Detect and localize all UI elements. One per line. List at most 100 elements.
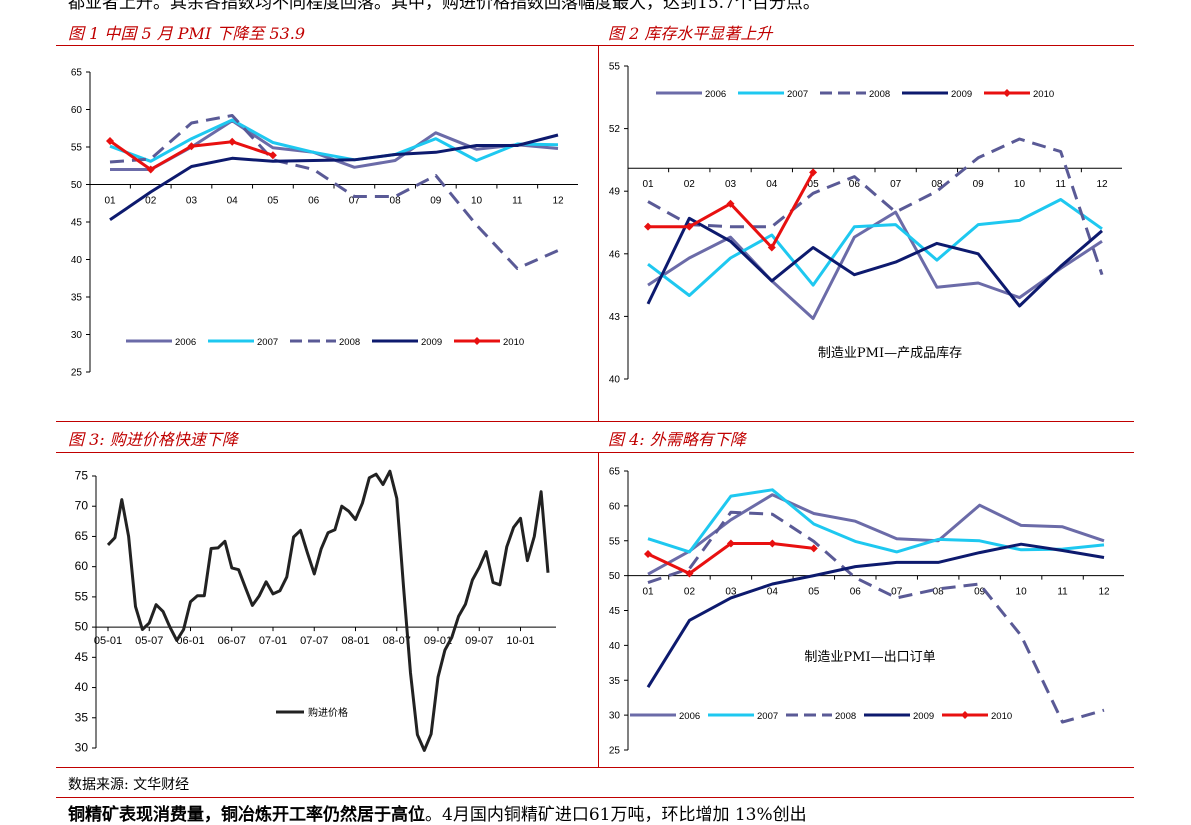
fig4-y-tick-label: 65	[609, 467, 621, 478]
fig1-y-tick-label: 45	[71, 218, 83, 229]
fig3-x-tick-label: 09-01	[424, 635, 452, 647]
fig3-y-tick-label: 55	[75, 589, 89, 603]
fig2-x-tick-label: 11	[1056, 179, 1067, 190]
fig4-x-tick-label: 10	[1016, 587, 1028, 598]
fig2-y-tick-label: 46	[609, 249, 621, 260]
fig2-legend-label-2009: 2009	[951, 89, 972, 100]
caption-divider-top	[56, 45, 1134, 46]
fig4-y-tick-label: 30	[609, 711, 621, 722]
figure-4-export-orders-chart: 25 30 35 40 45 50 55 60 65 01 02 03 04 05 06 07 08 09 10 11…	[609, 467, 1124, 757]
fig3-x-tick-label: 07-07	[300, 635, 328, 647]
fig4-y-tick-label: 40	[609, 641, 621, 652]
fig2-series-2006-line	[647, 210, 1103, 320]
fig1-x-tick-label: 06	[308, 196, 320, 207]
fig4-y-tick-label: 60	[609, 501, 621, 512]
fig4-x-tick-label: 11	[1057, 587, 1068, 598]
caption-divider-middle-bottom	[56, 452, 1134, 453]
fig1-y-tick-label: 35	[71, 293, 83, 304]
bottom-paragraph-rest: 。4月国内铜精矿进口61万吨，环比增加 13%创出	[425, 805, 807, 825]
fig1-x-tick-label: 07	[349, 196, 361, 207]
fig4-x-tick-label: 09	[974, 587, 986, 598]
figure-2-panel: 40 43 46 49 52 55 01 02 03 04 05 06 07 08 09 10 11 12 2006…	[600, 52, 1134, 392]
fig3-x-tick-label: 05-01	[94, 635, 122, 647]
fig1-y-tick-label: 65	[71, 68, 83, 79]
fig1-x-tick-label: 10	[471, 196, 483, 207]
fig3-y-tick-label: 60	[75, 559, 89, 573]
fig3-x-tick-label: 07-01	[259, 635, 287, 647]
fig3-x-tick-label: 06-01	[176, 635, 204, 647]
fig4-chart-title: 制造业PMI—出口订单	[804, 650, 935, 665]
panel-divider-lower	[598, 453, 599, 767]
fig3-y-tick-label: 40	[75, 680, 89, 694]
fig3-x-tick-label: 08-07	[383, 635, 411, 647]
fig1-x-tick-label: 08	[390, 196, 402, 207]
fig1-x-tick-label: 03	[186, 196, 198, 207]
fig2-legend-label-2006: 2006	[705, 89, 726, 100]
fig1-x-tick-label: 05	[267, 196, 279, 207]
fig2-series-2010-point	[809, 168, 818, 177]
figure-3-panel: 30 35 40 45 50 55 60 65 70 75 05-01 05-07 06-01 06-07…	[56, 458, 596, 763]
bottom-divider	[56, 797, 1134, 798]
fig1-series-2010-point	[187, 142, 196, 151]
panel-divider-upper	[598, 46, 599, 422]
fig1-y-tick-label: 30	[71, 330, 83, 341]
fig4-x-tick-label: 05	[808, 587, 820, 598]
fig1-y-tick-label: 55	[71, 143, 83, 154]
fig2-x-tick-label: 06	[849, 179, 861, 190]
fig3-y-tick-label: 70	[75, 499, 89, 513]
fig4-x-tick-label: 06	[850, 587, 862, 598]
fig4-x-tick-label: 03	[725, 587, 737, 598]
fig2-y-tick-label: 52	[609, 124, 621, 135]
source-divider	[56, 767, 1134, 768]
fig2-legend-label-2010: 2010	[1033, 89, 1054, 100]
fig2-series-2007-line	[647, 198, 1103, 297]
fig3-x-tick-label: 09-07	[465, 635, 493, 647]
fig1-y-tick-label: 40	[71, 255, 83, 266]
fig1-series-2007-line	[109, 118, 559, 163]
figure-1-panel: 25 30 35 40 45 50 55 60 65 01 02 03 04 05 06 07 08 09 10 11…	[56, 52, 596, 392]
fig1-x-tick-label: 12	[552, 196, 564, 207]
fig2-series-2009-line	[646, 216, 1103, 308]
fig1-legend-label-2009: 2009	[421, 337, 442, 348]
fig4-series-2010-point	[809, 544, 818, 553]
fig1-x-tick-label: 09	[430, 196, 442, 207]
bottom-paragraph-bold: 铜精矿表现消费量，铜冶炼开工率仍然居于高位	[68, 805, 425, 825]
fig4-y-tick-label: 25	[609, 746, 621, 757]
fig3-y-tick-label: 65	[75, 529, 89, 543]
fig2-x-tick-label: 10	[1014, 179, 1026, 190]
figure-3-purchase-price-chart: 30 35 40 45 50 55 60 65 70 75 05-01 05-07 06-01 06-07…	[75, 469, 556, 755]
fig2-x-tick-label: 05	[808, 179, 820, 190]
fig2-x-tick-label: 02	[684, 179, 696, 190]
fig1-y-tick-label: 60	[71, 105, 83, 116]
fig2-y-tick-label: 40	[609, 375, 621, 386]
fig4-series-2010-point	[685, 569, 694, 578]
fig2-x-tick-label: 09	[973, 179, 985, 190]
fig1-series-2010-point	[268, 151, 277, 160]
fig2-series-2008-line	[647, 137, 1104, 276]
fig1-series-2010-point	[228, 137, 237, 146]
fig2-series-2010-point	[726, 199, 735, 208]
fig4-x-tick-label: 07	[891, 587, 903, 598]
fig2-x-tick-label: 08	[931, 179, 943, 190]
fig2-y-tick-label: 49	[609, 187, 621, 198]
fig4-y-tick-label: 50	[609, 571, 621, 582]
fig1-legend-label-2010: 2010	[503, 337, 524, 348]
fig2-chart-title: 制造业PMI—产成品库存	[818, 345, 962, 361]
figure-4-panel: 25 30 35 40 45 50 55 60 65 01 02 03 04 05 06 07 08 09 10 11…	[600, 458, 1134, 763]
fig2-legend-label-2008: 2008	[869, 89, 890, 100]
fig4-legend-label-2009: 2009	[913, 711, 934, 722]
top-paragraph-line: 都业者上升。其余各指数均不同程度回落。其中，购进价格指数回落幅度最大，达到15.…	[68, 0, 820, 13]
fig2-x-tick-label: 12	[1096, 179, 1108, 190]
fig1-legend-marker-2010	[473, 337, 481, 345]
fig4-legend-label-2006: 2006	[679, 711, 700, 722]
caption-divider-middle-top	[56, 421, 1134, 422]
fig1-y-tick-label: 50	[71, 180, 83, 191]
fig2-y-tick-label: 43	[609, 312, 621, 323]
fig1-legend-label-2007: 2007	[257, 337, 278, 348]
fig2-series-2010-point	[685, 222, 694, 231]
fig4-series-2008-line	[647, 510, 1105, 724]
fig4-legend-label-2007: 2007	[757, 711, 778, 722]
fig4-legend-label-2010: 2010	[991, 711, 1012, 722]
fig3-y-tick-label: 35	[75, 710, 89, 724]
fig1-series-2009-line	[109, 133, 559, 222]
